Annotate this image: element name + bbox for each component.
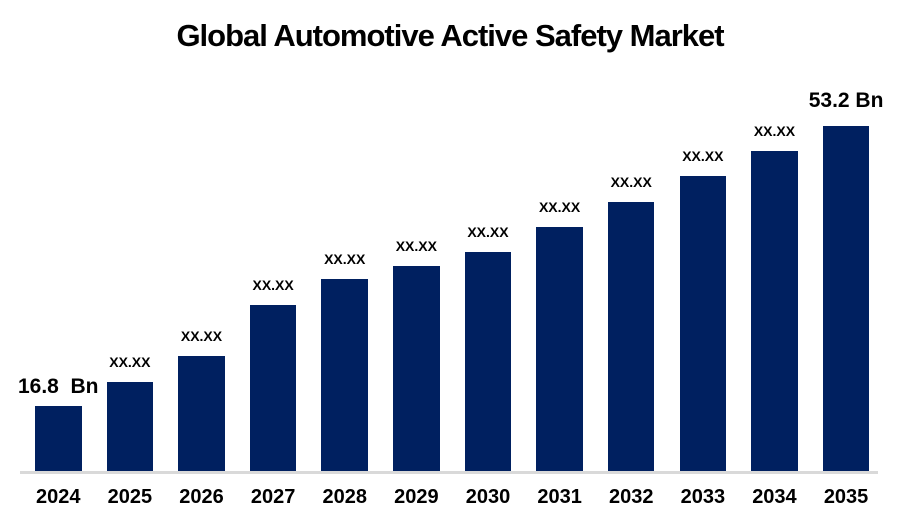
x-tick-label-2030: 2030 bbox=[465, 486, 511, 508]
x-tick-label-2032: 2032 bbox=[608, 486, 654, 508]
bar-value-label-2025: XX.XX bbox=[109, 354, 151, 370]
chart-title: Global Automotive Active Safety Market bbox=[176, 18, 724, 53]
bar-value-label-2028: XX.XX bbox=[324, 251, 366, 267]
bar-2027 bbox=[249, 305, 297, 471]
x-tick-label-2029: 2029 bbox=[394, 486, 439, 508]
bar-value-label-2035: 53.2 Bn bbox=[808, 89, 884, 112]
bar-2033 bbox=[679, 176, 727, 471]
x-tick-label-2027: 2027 bbox=[250, 486, 296, 508]
bar-value-label-2032: XX.XX bbox=[610, 174, 652, 190]
bar-value-label-2030: XX.XX bbox=[467, 224, 509, 240]
x-tick-label-2026: 2026 bbox=[179, 486, 224, 508]
bar-value-label-2034: XX.XX bbox=[753, 123, 796, 139]
bar-2031 bbox=[536, 227, 583, 471]
bar-value-label-2024: 16.8 Bn bbox=[17, 375, 99, 398]
bar-value-label-2027: XX.XX bbox=[252, 277, 294, 293]
bar-2026 bbox=[178, 356, 225, 471]
bar-2034 bbox=[751, 151, 798, 471]
bar-2030 bbox=[464, 252, 512, 471]
bar-value-label-2029: XX.XX bbox=[395, 238, 437, 254]
x-tick-label-2035: 2035 bbox=[823, 486, 869, 508]
x-tick-label-2028: 2028 bbox=[322, 486, 367, 508]
x-tick-label-2033: 2033 bbox=[680, 486, 726, 508]
bar-value-label-2031: XX.XX bbox=[538, 199, 581, 215]
x-tick-label-2024: 2024 bbox=[36, 486, 81, 508]
x-tick-label-2034: 2034 bbox=[752, 486, 797, 508]
bar-2025 bbox=[106, 382, 154, 471]
bar-2024 bbox=[35, 406, 82, 471]
bar-2035 bbox=[822, 126, 870, 471]
x-tick-label-2031: 2031 bbox=[537, 486, 582, 508]
bar-value-label-2026: XX.XX bbox=[180, 328, 223, 344]
bar-value-label-2033: XX.XX bbox=[682, 148, 724, 164]
bar-2032 bbox=[607, 202, 655, 471]
x-axis-line bbox=[20, 471, 878, 474]
bar-2028 bbox=[321, 279, 368, 471]
x-tick-label-2025: 2025 bbox=[107, 486, 153, 508]
bar-2029 bbox=[393, 266, 440, 471]
